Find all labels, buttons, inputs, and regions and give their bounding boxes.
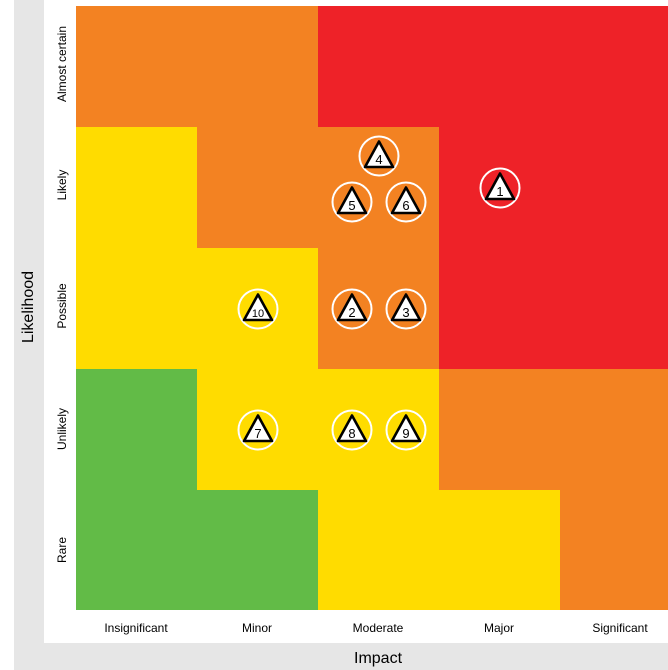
cell-almost-certain-moderate [318, 6, 439, 127]
cell-rare-moderate [318, 490, 439, 610]
cell-rare-minor [197, 490, 318, 610]
cell-possible-major [439, 248, 560, 369]
y-axis-title: Likelihood [20, 270, 37, 344]
risk-marker-1[interactable]: 1 [478, 166, 522, 210]
warning-triangle-shape [390, 292, 421, 321]
marker-number: 9 [402, 426, 409, 441]
warning-triangle-icon: 8 [331, 409, 372, 450]
cell-possible-significant [560, 248, 668, 369]
warning-triangle-shape [363, 139, 394, 168]
marker-number: 6 [402, 198, 409, 213]
risk-marker-4[interactable]: 4 [357, 134, 401, 178]
marker-ring [331, 181, 372, 222]
warning-triangle-shape [484, 171, 515, 200]
marker-ring [385, 409, 426, 450]
warning-triangle-shape [336, 292, 367, 321]
cell-almost-certain-minor [197, 6, 318, 127]
warning-triangle-icon: 2 [331, 288, 372, 329]
warning-triangle-shape [242, 292, 273, 321]
bottom-frame-bar [14, 643, 668, 670]
risk-matrix-grid: 1 2 3 4 5 6 7 8 9 10 [76, 6, 668, 610]
row-label-almost-certain: Almost certain [55, 25, 69, 103]
row-label-possible: Possible [55, 283, 69, 329]
warning-triangle-shape [390, 185, 421, 214]
row-label-rare: Rare [55, 536, 69, 564]
x-axis-title: Impact [353, 650, 403, 667]
marker-number: 5 [348, 198, 355, 213]
marker-ring [331, 409, 372, 450]
cell-likely-minor [197, 127, 318, 248]
risk-marker-10[interactable]: 10 [236, 287, 280, 331]
risk-marker-2[interactable]: 2 [330, 287, 374, 331]
marker-number: 2 [348, 305, 355, 320]
risk-marker-7[interactable]: 7 [236, 408, 280, 452]
column-label-minor: Minor [241, 621, 273, 635]
column-label-significant: Significant [592, 621, 648, 635]
warning-triangle-icon: 9 [385, 409, 426, 450]
risk-marker-3[interactable]: 3 [384, 287, 428, 331]
cell-almost-certain-major [439, 6, 560, 127]
risk-marker-8[interactable]: 8 [330, 408, 374, 452]
warning-triangle-icon: 3 [385, 288, 426, 329]
cell-rare-insignificant [76, 490, 197, 610]
cell-possible-moderate [318, 248, 439, 369]
column-label-major: Major [483, 621, 515, 635]
marker-ring [479, 167, 520, 208]
risk-marker-9[interactable]: 9 [384, 408, 428, 452]
marker-number: 3 [402, 305, 409, 320]
cell-unlikely-significant [560, 369, 668, 490]
cell-rare-significant [560, 490, 668, 610]
marker-ring [385, 181, 426, 222]
column-label-moderate: Moderate [352, 621, 404, 635]
warning-triangle-icon: 10 [237, 288, 278, 329]
marker-number: 4 [375, 152, 382, 167]
warning-triangle-icon: 5 [331, 181, 372, 222]
cell-rare-major [439, 490, 560, 610]
row-label-likely: Likely [55, 169, 69, 201]
risk-marker-6[interactable]: 6 [384, 180, 428, 224]
warning-triangle-shape [390, 413, 421, 442]
warning-triangle-icon: 6 [385, 181, 426, 222]
marker-ring [237, 288, 278, 329]
marker-number: 1 [496, 184, 503, 199]
marker-ring [237, 409, 278, 450]
warning-triangle-icon: 4 [358, 135, 399, 176]
marker-ring [385, 288, 426, 329]
column-label-insignificant: Insignificant [104, 621, 168, 635]
warning-triangle-shape [336, 413, 367, 442]
warning-triangle-icon: 7 [237, 409, 278, 450]
marker-number: 8 [348, 426, 355, 441]
cell-almost-certain-significant [560, 6, 668, 127]
warning-triangle-shape [242, 413, 273, 442]
risk-marker-5[interactable]: 5 [330, 180, 374, 224]
cell-likely-significant [560, 127, 668, 248]
cell-likely-insignificant [76, 127, 197, 248]
cell-unlikely-moderate [318, 369, 439, 490]
marker-number: 7 [254, 426, 261, 441]
row-label-unlikely: Unlikely [55, 407, 69, 451]
cell-unlikely-major [439, 369, 560, 490]
cell-possible-insignificant [76, 248, 197, 369]
cell-almost-certain-insignificant [76, 6, 197, 127]
left-frame-bar [14, 0, 44, 670]
marker-ring [331, 288, 372, 329]
cell-unlikely-insignificant [76, 369, 197, 490]
marker-number: 10 [251, 308, 263, 320]
warning-triangle-shape [336, 185, 367, 214]
warning-triangle-icon: 1 [479, 167, 520, 208]
marker-ring [358, 135, 399, 176]
